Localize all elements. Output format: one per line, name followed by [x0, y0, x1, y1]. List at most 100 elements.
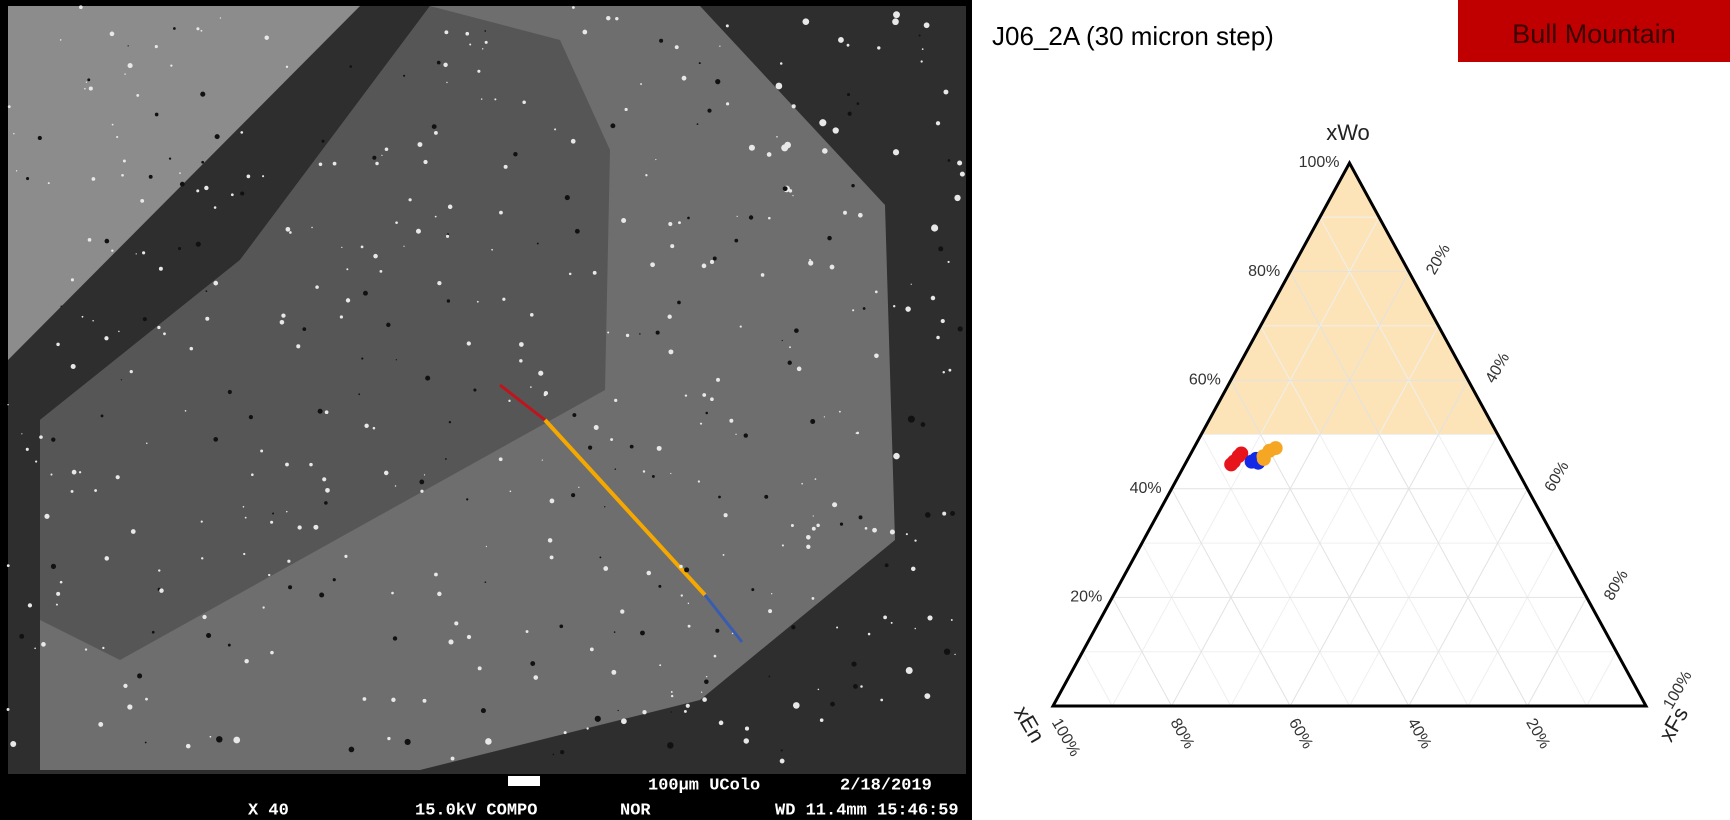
sem-speckle	[363, 697, 367, 701]
sem-speckle	[698, 480, 700, 482]
sem-speckle	[513, 152, 517, 156]
sem-speckle	[630, 445, 634, 449]
sem-speckle	[713, 257, 717, 261]
sem-speckle	[768, 609, 772, 613]
sem-speckle	[812, 527, 816, 531]
sem-speckle	[494, 98, 496, 100]
sem-speckle	[559, 624, 563, 628]
sem-speckle	[92, 320, 94, 322]
sem-speckle	[792, 195, 793, 196]
sem-speckle	[270, 651, 274, 655]
sem-speckle	[396, 359, 397, 360]
sem-speckle	[419, 480, 424, 485]
sem-speckle	[485, 738, 492, 745]
sem-speckle	[874, 353, 879, 358]
sem-speckle	[590, 647, 594, 651]
sem-speckle	[163, 332, 166, 335]
sem-speckle	[572, 413, 576, 417]
sem-speckle	[781, 749, 783, 751]
sem-speckle	[240, 131, 243, 134]
sem-speckle	[915, 628, 917, 630]
sem-speckle	[391, 592, 394, 595]
sem-speckle	[485, 581, 487, 583]
sem-speckle	[146, 442, 148, 444]
sem-speckle	[92, 177, 96, 181]
sem-speckle	[143, 317, 147, 321]
scale-label: 100µm UColo	[648, 776, 760, 795]
sem-speckle	[830, 702, 835, 707]
sem-speckle	[86, 82, 87, 83]
sem-speckle	[56, 592, 60, 596]
sem-speckle	[538, 371, 543, 376]
sem-speckle	[469, 44, 471, 46]
sem-speckle	[715, 79, 720, 84]
sem-speckle	[155, 45, 158, 48]
sem-image	[7, 5, 966, 774]
wo-tick-label: 60%	[1189, 371, 1221, 388]
sem-speckle	[105, 239, 110, 244]
sem-speckle	[658, 585, 661, 588]
sem-speckle	[924, 693, 930, 699]
sem-speckle	[309, 463, 312, 466]
sem-speckle	[668, 349, 673, 354]
sem-speckle	[311, 227, 312, 228]
sem-speckle	[84, 88, 86, 90]
sem-speckle	[957, 160, 962, 165]
sem-speckle	[82, 316, 84, 318]
sem-speckle	[668, 222, 672, 226]
sem-speckle	[851, 184, 854, 187]
sem-speckle	[481, 98, 482, 99]
sem-speckle	[101, 414, 104, 417]
sem-speckle	[745, 727, 749, 731]
sem-speckle	[121, 174, 124, 177]
sem-speckle	[816, 524, 819, 527]
sem-speckle	[702, 393, 706, 397]
sem-speckle	[473, 388, 476, 391]
sem-speckle	[650, 262, 655, 267]
chart-title: J06_2A (30 micron step)	[992, 21, 1274, 51]
sem-speckle	[678, 221, 681, 224]
sem-speckle	[819, 119, 826, 126]
sem-speckle	[769, 676, 771, 678]
sem-speckle	[781, 144, 788, 151]
sem-speckle	[931, 296, 936, 301]
sem-speckle	[145, 698, 148, 701]
sem-speckle	[51, 437, 55, 441]
sem-speckle	[71, 364, 76, 369]
sem-speckle	[715, 629, 719, 633]
sem-speckle	[71, 490, 74, 493]
sem-speckle	[48, 182, 50, 184]
sem-speckle	[491, 249, 493, 251]
sem-speckle	[938, 246, 943, 251]
sem-speckle	[264, 35, 268, 39]
sem-speckle	[614, 631, 616, 633]
sem-speckle	[56, 343, 59, 346]
sem-speckle	[820, 718, 824, 722]
sem-speckle	[645, 174, 647, 176]
sem-speckle	[702, 697, 707, 702]
sem-speckle	[604, 506, 605, 507]
sem-speckle	[39, 435, 43, 439]
sem-speckle	[639, 333, 641, 335]
sem-speckle	[832, 502, 837, 507]
sem-speckle	[843, 211, 847, 215]
sem-speckle	[890, 529, 895, 534]
sem-speckle	[434, 131, 438, 135]
sem-footer: NOR	[620, 801, 651, 820]
sem-speckle	[659, 664, 661, 666]
sem-speckle	[948, 159, 951, 162]
sem-speckle	[444, 30, 448, 34]
sem-speckle	[607, 332, 609, 334]
sem-speckle	[936, 336, 939, 339]
sem-speckle	[333, 162, 337, 166]
sem-speckle	[302, 327, 306, 331]
sem-speckle	[824, 416, 825, 417]
sem-speckle	[533, 675, 538, 680]
sem-speckle	[893, 149, 899, 155]
sem-speckle	[914, 540, 916, 542]
sem-speckle	[791, 625, 795, 629]
sem-date: 2/18/2019	[840, 776, 932, 795]
sem-speckle	[215, 134, 220, 139]
sem-speckle	[716, 378, 720, 382]
sem-speckle	[240, 191, 244, 195]
